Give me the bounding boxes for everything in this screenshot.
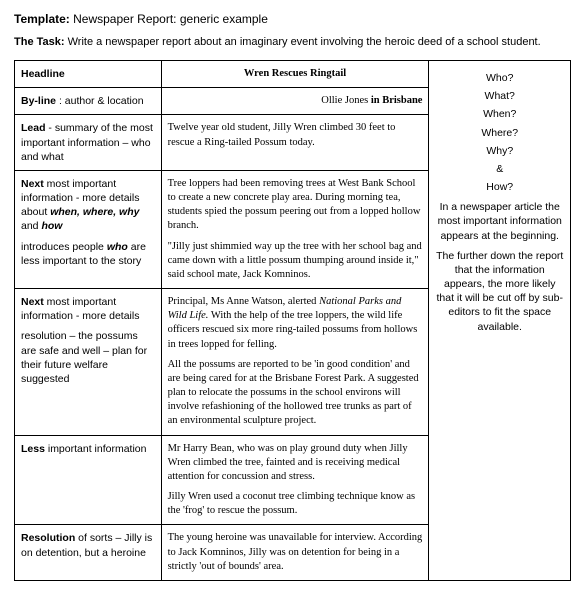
q-how: How? (435, 180, 564, 194)
n1-p2a: introduces people (21, 241, 107, 253)
next1-left: Next most important information - more d… (15, 170, 162, 288)
task-line: The Task: Write a newspaper report about… (14, 36, 571, 48)
q-amp: & (435, 162, 564, 176)
less-m2: Jilly Wren used a coconut tree climbing … (168, 490, 423, 518)
lead-left: Lead - summary of the most important inf… (15, 115, 162, 171)
less-r: important information (45, 443, 147, 455)
q-where: Where? (435, 126, 564, 140)
next1-mid: Tree loppers had been removing trees at … (161, 170, 429, 288)
n1-b1: Next (21, 178, 44, 190)
res-left: Resolution of sorts – Jilly is on detent… (15, 525, 162, 581)
byline-loc: in Brisbane (371, 95, 423, 106)
less-mid: Mr Harry Bean, who was on play ground du… (161, 435, 429, 525)
n1-mid-p1: Tree loppers had been removing trees at … (168, 177, 423, 234)
q-why: Why? (435, 144, 564, 158)
less-b: Less (21, 443, 45, 455)
n1-em: when, where, why (50, 206, 139, 218)
res-mid: The young heroine was unavailable for in… (161, 525, 429, 581)
byline-name: Ollie Jones (321, 95, 371, 106)
q-what: What? (435, 89, 564, 103)
byline-left-bold: By-line (21, 95, 59, 107)
task-text: Write a newspaper report about an imagin… (68, 36, 541, 48)
task-label: The Task: (14, 36, 68, 48)
next2-left: Next most important information - more d… (15, 289, 162, 436)
title-prefix: Template: (14, 12, 73, 26)
n1-p2: and (21, 220, 41, 232)
next2-mid: Principal, Ms Anne Watson, alerted Natio… (161, 289, 429, 436)
byline-mid: Ollie Jones in Brisbane (161, 88, 429, 115)
title-main: Newspaper Report: generic example (73, 12, 268, 26)
n1-em2: how (41, 220, 62, 232)
n2-r2: resolution – the possums are safe and we… (21, 329, 155, 386)
less-left: Less important information (15, 435, 162, 525)
n2-b: Next (21, 296, 44, 308)
byline-left: By-line : author & location (15, 88, 162, 115)
row-headline: Headline Wren Rescues Ringtail Who? What… (15, 61, 571, 88)
n2-m2: All the possums are reported to be 'in g… (168, 358, 423, 429)
res-b: Resolution (21, 532, 75, 544)
lead-left-bold: Lead (21, 122, 46, 134)
headline-mid: Wren Rescues Ringtail (161, 61, 429, 88)
report-table: Headline Wren Rescues Ringtail Who? What… (14, 60, 571, 581)
less-m1: Mr Harry Bean, who was on play ground du… (168, 442, 423, 485)
byline-left-rest: : author & location (59, 95, 144, 107)
n1-p2em: who (107, 241, 128, 253)
side-column: Who? What? When? Where? Why? & How? In a… (429, 61, 571, 581)
side-p2: The further down the report that the inf… (435, 249, 564, 334)
n1-mid-p2: "Jilly just shimmied way up the tree wit… (168, 240, 423, 283)
lead-mid: Twelve year old student, Jilly Wren clim… (161, 115, 429, 171)
headline-left: Headline (15, 61, 162, 88)
n2-m1a: Principal, Ms Anne Watson, alerted (168, 296, 319, 307)
template-title: Template: Newspaper Report: generic exam… (14, 12, 571, 26)
q-when: When? (435, 107, 564, 121)
side-p1: In a newspaper article the most importan… (435, 200, 564, 243)
q-who: Who? (435, 71, 564, 85)
